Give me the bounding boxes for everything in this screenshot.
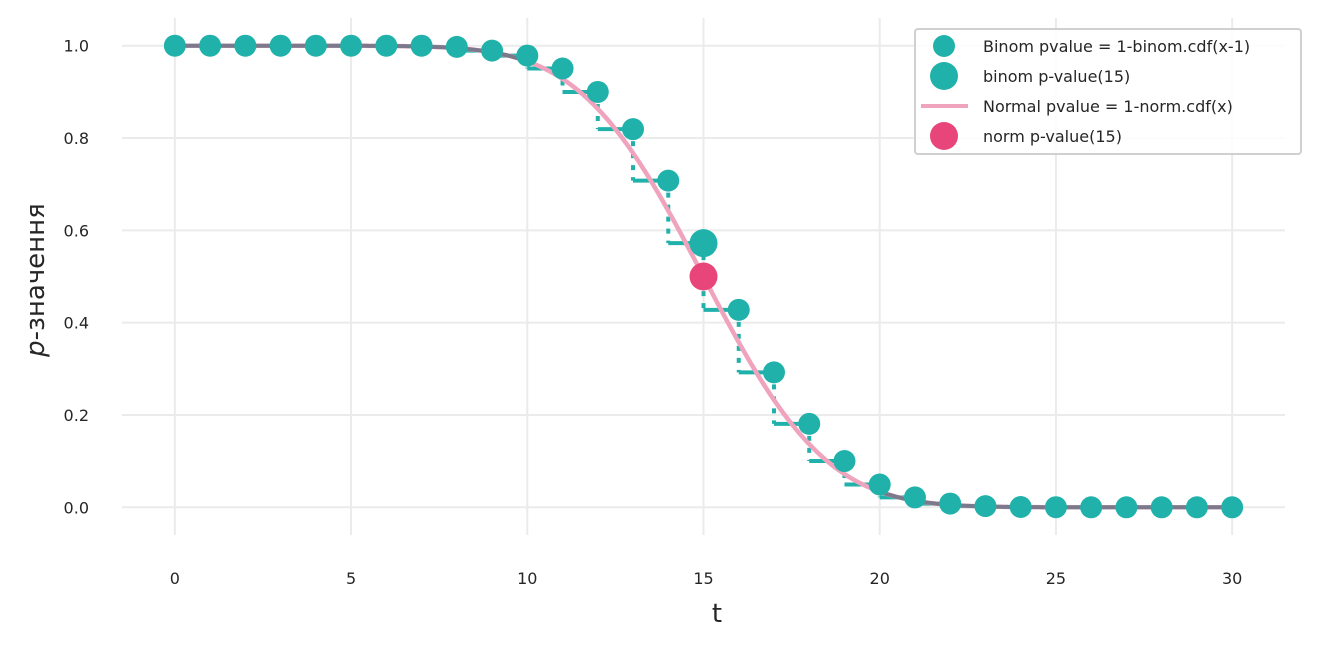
binom-point <box>375 34 398 57</box>
binom-point <box>903 486 926 509</box>
legend-marker-binom <box>933 35 955 57</box>
binom-point <box>833 450 856 473</box>
binom-point <box>1009 495 1032 518</box>
binom-point <box>657 169 680 192</box>
binom-point <box>1044 496 1067 519</box>
tick-labels: 0 5 10 15 20 25 30 0.0 0.2 0.4 0.6 0.8 1.0 <box>64 37 1243 588</box>
binom-point <box>269 34 292 57</box>
norm-point-15 <box>689 262 718 291</box>
legend-label-binom-15: binom p-value(15) <box>983 67 1130 86</box>
x-tick-label: 15 <box>693 569 713 588</box>
binom-point <box>762 361 785 384</box>
legend-marker-norm-15 <box>930 122 958 150</box>
binom-point <box>1080 496 1103 519</box>
binom-point <box>1185 496 1208 519</box>
binom-point <box>939 492 962 515</box>
binom-point <box>199 34 222 57</box>
binom-point <box>974 495 997 518</box>
step-lines <box>454 46 986 509</box>
binom-point <box>586 80 609 103</box>
binom-point <box>1221 496 1244 519</box>
binom-point <box>798 412 821 435</box>
binom-point <box>1150 496 1173 519</box>
binom-point-15 <box>689 229 718 258</box>
legend-label-norm-15: norm p-value(15) <box>983 127 1122 146</box>
legend-label-binom: Binom pvalue = 1-binom.cdf(x-1) <box>983 37 1250 56</box>
x-tick-label: 0 <box>170 569 180 588</box>
y-tick-label: 0.8 <box>64 129 89 148</box>
binom-point <box>304 34 327 57</box>
binom-point <box>163 34 186 57</box>
y-tick-label: 0.6 <box>64 221 89 240</box>
binom-point <box>1115 496 1138 519</box>
binom-point <box>551 57 574 80</box>
y-tick-label: 1.0 <box>64 37 89 56</box>
binom-point <box>868 473 891 496</box>
y-tick-label: 0.0 <box>64 498 89 517</box>
binom-point <box>516 44 539 67</box>
y-axis-label: p-значення <box>21 203 51 358</box>
binom-point <box>622 118 645 141</box>
binom-point <box>481 39 504 62</box>
binom-point <box>340 34 363 57</box>
legend-frame <box>914 28 1302 155</box>
legend-marker-binom-15 <box>930 62 958 90</box>
x-tick-label: 25 <box>1046 569 1066 588</box>
binom-point <box>727 298 750 321</box>
x-tick-label: 20 <box>870 569 890 588</box>
binom-point <box>445 35 468 58</box>
x-tick-label: 30 <box>1222 569 1242 588</box>
x-tick-label: 10 <box>517 569 537 588</box>
scatter-points <box>163 34 1244 519</box>
binom-point <box>234 34 257 57</box>
x-axis-label: t <box>712 599 722 629</box>
y-tick-label: 0.4 <box>64 314 89 333</box>
x-tick-label: 5 <box>346 569 356 588</box>
binom-point <box>410 34 433 57</box>
legend-label-normal: Normal pvalue = 1-norm.cdf(x) <box>983 97 1233 116</box>
y-tick-label: 0.2 <box>64 406 89 425</box>
legend: Binom pvalue = 1-binom.cdf(x-1) binom p-… <box>914 28 1302 155</box>
